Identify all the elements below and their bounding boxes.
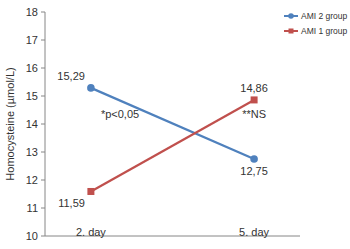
y-tick	[41, 152, 45, 153]
legend-marker	[288, 13, 294, 19]
series-marker	[87, 84, 95, 92]
y-tick-label: 17	[26, 34, 38, 46]
series-line	[91, 88, 254, 159]
y-tick	[41, 40, 45, 41]
y-tick	[41, 124, 45, 125]
y-tick-label: 13	[26, 146, 38, 158]
data-label: 15,29	[57, 70, 85, 82]
x-tick-label: 2. day	[76, 226, 106, 238]
legend-label: AMI 2 group	[301, 11, 348, 21]
y-tick	[41, 12, 45, 13]
annotation: **NS	[242, 108, 266, 120]
legend-marker	[289, 29, 294, 34]
y-tick-label: 12	[26, 174, 38, 186]
y-tick-label: 10	[26, 230, 38, 242]
y-tick	[41, 96, 45, 97]
series-marker	[250, 155, 258, 163]
y-tick-label: 11	[27, 202, 38, 214]
legend-label: AMI 1 group	[301, 26, 348, 36]
x-tick-label: 5. day	[239, 226, 269, 238]
y-tick	[41, 208, 45, 209]
y-tick-label: 14	[26, 118, 38, 130]
y-tick	[41, 68, 45, 69]
y-tick	[41, 236, 45, 237]
y-tick-label: 15	[26, 90, 38, 102]
series-marker	[251, 96, 258, 103]
y-tick-label: 18	[26, 6, 38, 18]
data-label: 12,75	[240, 165, 268, 177]
chart: 10 11 12 13 14 15 16 17 18 Homocysteine (µmol/L) 2…	[0, 0, 350, 249]
y-tick-label: 16	[26, 62, 38, 74]
y-tick	[41, 180, 45, 181]
data-label: 14,86	[240, 82, 268, 94]
series-marker	[87, 188, 94, 195]
data-label: 11,59	[58, 197, 85, 209]
plot-area	[87, 84, 258, 195]
y-axis-label: Homocysteine (µmol/L)	[4, 67, 16, 180]
annotation: *p<0,05	[101, 108, 139, 120]
series-line	[91, 100, 254, 192]
